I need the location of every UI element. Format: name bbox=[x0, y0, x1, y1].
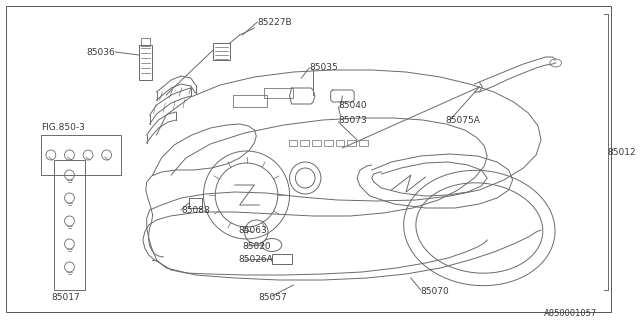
Bar bbox=[41, 135, 122, 175]
Text: 85020: 85020 bbox=[243, 242, 271, 251]
Bar bbox=[312, 140, 321, 146]
Bar bbox=[289, 140, 298, 146]
Bar bbox=[54, 160, 85, 290]
Bar bbox=[141, 38, 150, 46]
Text: A850001057: A850001057 bbox=[544, 309, 597, 318]
Bar bbox=[264, 88, 294, 98]
Text: 85012: 85012 bbox=[607, 148, 636, 156]
Text: 85070: 85070 bbox=[420, 287, 449, 297]
Text: 85036: 85036 bbox=[86, 47, 115, 57]
Text: 85073: 85073 bbox=[339, 116, 367, 124]
Text: FIG.850-3: FIG.850-3 bbox=[41, 123, 85, 132]
Text: 85057: 85057 bbox=[259, 293, 287, 302]
Text: 85063: 85063 bbox=[239, 226, 268, 235]
Bar bbox=[233, 95, 267, 107]
Bar bbox=[335, 140, 344, 146]
Bar bbox=[359, 140, 368, 146]
Bar bbox=[272, 254, 292, 264]
Text: 85035: 85035 bbox=[309, 62, 338, 71]
Text: 85227B: 85227B bbox=[257, 18, 292, 27]
Bar bbox=[348, 140, 356, 146]
Text: 85088: 85088 bbox=[181, 205, 210, 214]
Bar bbox=[324, 140, 333, 146]
Text: 85026A: 85026A bbox=[239, 255, 273, 265]
Text: 85017: 85017 bbox=[51, 293, 80, 302]
Text: 85075A: 85075A bbox=[445, 116, 480, 124]
Bar bbox=[300, 140, 309, 146]
Text: 85040: 85040 bbox=[339, 100, 367, 109]
